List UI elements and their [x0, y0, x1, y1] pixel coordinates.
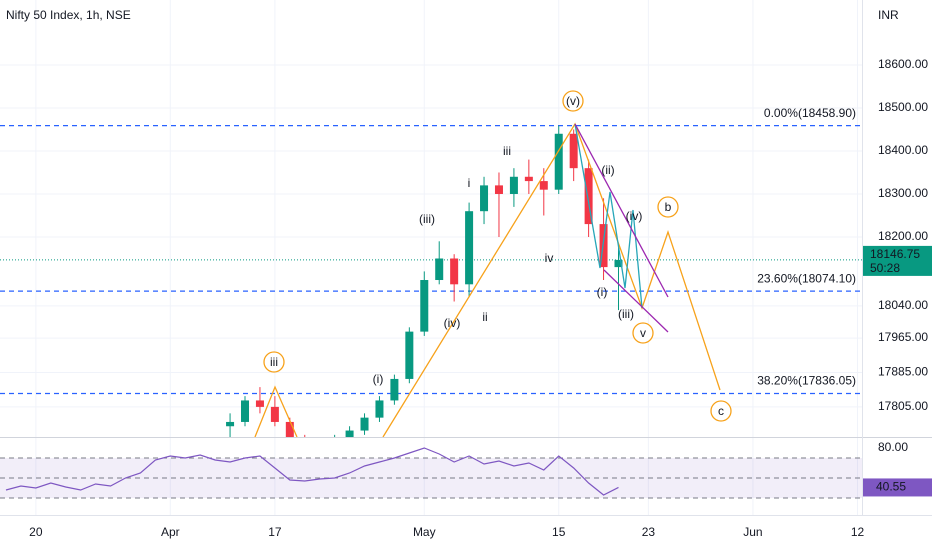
candle-body	[539, 181, 548, 190]
fib-label: 23.60%(18074.10)	[757, 271, 856, 285]
candle-body	[524, 176, 533, 182]
rsi-badge	[863, 478, 932, 497]
drawings	[254, 122, 721, 437]
wave-label: (iv)	[626, 209, 643, 223]
x-tick-label: Jun	[743, 525, 762, 539]
candle-body	[584, 168, 593, 225]
wave-circle	[562, 90, 584, 112]
price-pane	[226, 125, 623, 437]
rsi-band	[0, 458, 862, 498]
candle-body	[494, 185, 503, 194]
wave-label: (ii)	[601, 163, 614, 177]
candle-body	[509, 176, 518, 194]
annotations: 0.00%(18458.90) 23.60%(18074.10) 38.20%(17…	[263, 90, 856, 422]
candle-body	[465, 211, 474, 285]
y-tick-label: 18600.00	[878, 57, 928, 71]
candle-body	[345, 430, 354, 437]
countdown: 50:28	[870, 261, 900, 275]
x-tick-label: 15	[552, 525, 566, 539]
y-tick-label: 18040.00	[878, 298, 928, 312]
rsi-line	[5, 447, 619, 496]
wave-label: v	[640, 326, 646, 340]
candle-body	[285, 421, 294, 437]
candle-body	[450, 258, 459, 285]
x-tick-label: May	[413, 525, 436, 539]
fib-label: 38.20%(17836.05)	[757, 374, 856, 388]
wave-label: (iii)	[618, 307, 634, 321]
wave-label: (i)	[597, 285, 608, 299]
rsi-tick-label: 80.00	[878, 440, 908, 454]
y-tick-label: 18400.00	[878, 143, 928, 157]
wave-label: c	[718, 404, 724, 418]
sub-wave-line	[574, 123, 643, 309]
candle-body	[360, 417, 369, 431]
candle-body	[226, 421, 235, 427]
wave-label: (iii)	[419, 212, 435, 226]
fib-label: 0.00%(18458.90)	[764, 106, 856, 120]
candle-body	[270, 406, 279, 422]
candle-body	[569, 133, 578, 169]
x-tick-label: 12	[851, 525, 865, 539]
last-price-label: 18146.75	[870, 247, 920, 261]
y-tick-label: 18500.00	[878, 100, 928, 114]
currency: INR	[878, 8, 899, 22]
candle-body	[375, 400, 384, 418]
candle-body	[405, 331, 414, 379]
wave-label: (iv)	[444, 316, 461, 330]
wave-label: i	[468, 176, 471, 190]
rsi-pane	[0, 447, 862, 499]
wave-label: (v)	[566, 94, 580, 108]
x-tick-label: 17	[268, 525, 282, 539]
channel-line	[574, 123, 669, 298]
candle-body	[435, 258, 444, 281]
grid	[0, 0, 862, 515]
wave-label: b	[665, 200, 672, 214]
y-tick-label: 17805.00	[878, 399, 928, 413]
candle-body	[554, 133, 563, 190]
wave-label: iv	[545, 251, 554, 265]
wave-circle	[632, 322, 654, 344]
wave-label: iii	[270, 355, 278, 369]
x-tick-label: 23	[642, 525, 656, 539]
candle-body	[420, 280, 429, 332]
wave-circle	[263, 351, 285, 373]
y-tick-label: 17885.00	[878, 365, 928, 379]
y-tick-label: 18300.00	[878, 186, 928, 200]
candle-body	[255, 400, 264, 407]
channel-line	[603, 269, 669, 333]
x-tick-label: Apr	[161, 525, 180, 539]
y-tick-label: 17965.00	[878, 330, 928, 344]
candle-body	[614, 259, 623, 268]
rsi-value-label: 40.55	[876, 480, 906, 494]
candle-body	[241, 400, 250, 422]
wave-label: iii	[503, 144, 511, 158]
wave-label: ii	[482, 310, 487, 324]
wave-label: (i)	[373, 372, 384, 386]
last-price-badge	[863, 245, 932, 276]
candle-body	[390, 378, 399, 401]
wave-circle	[710, 400, 732, 422]
axes: 20 Apr 17 May 15 23 Jun 12 18600.00 18500.00 18400…	[29, 57, 932, 539]
x-tick-label: 20	[29, 525, 43, 539]
wave-circle	[657, 196, 679, 218]
wave-line	[254, 385, 298, 437]
y-tick-label: 18200.00	[878, 229, 928, 243]
chart-title: Nifty 50 Index, 1h, NSE	[6, 8, 131, 22]
candle-body	[480, 185, 489, 212]
